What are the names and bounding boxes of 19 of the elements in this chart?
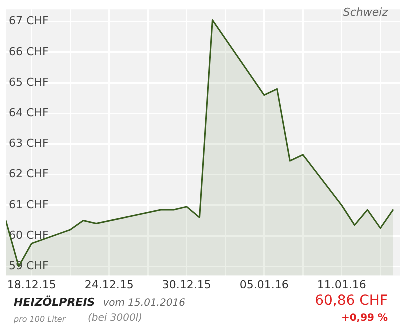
x-tick-label: 11.01.16 [317, 278, 366, 292]
text: HEIZÖLPREIS [14, 296, 96, 309]
y-tick-label: 61 CHF [9, 198, 49, 212]
annotation: Schweiz [343, 6, 388, 19]
text: +0,99 % [341, 313, 388, 324]
x-tick-label: 24.12.15 [84, 278, 134, 292]
text: (bei 3000l) [88, 313, 142, 324]
y-tick-label: 67 CHF [9, 14, 49, 28]
y-tick-label: 65 CHF [9, 76, 49, 89]
text: 60,86 CHF [315, 293, 388, 309]
x-tick-label: 05.01.16 [240, 278, 289, 292]
y-tick-label: 62 CHF [9, 168, 49, 181]
y-tick-label: 64 CHF [9, 106, 49, 120]
text: pro 100 Liter [14, 315, 66, 324]
x-tick-label: 30.12.15 [162, 278, 212, 292]
y-tick-label: 63 CHF [9, 137, 49, 150]
text: vom 15.01.2016 [103, 298, 186, 309]
x-tick-label: 18.12.15 [7, 278, 56, 292]
y-tick-label: 66 CHF [9, 45, 49, 58]
